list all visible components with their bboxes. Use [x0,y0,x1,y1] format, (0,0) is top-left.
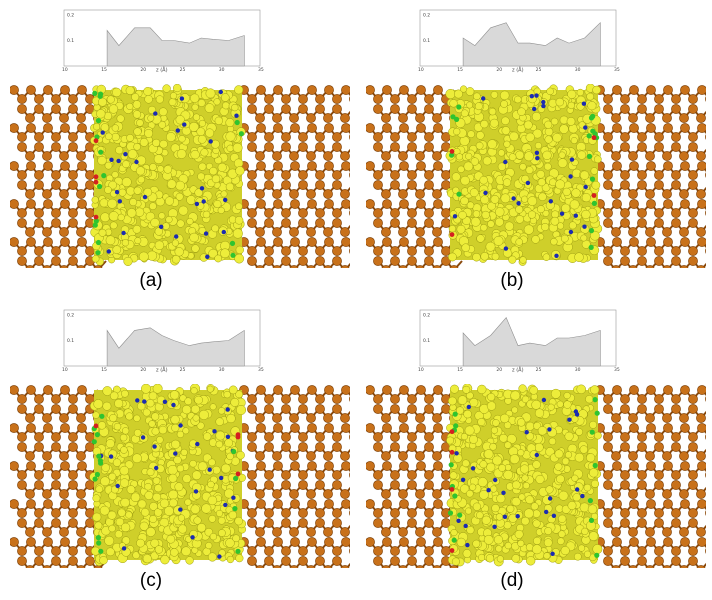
x-tick-label: 20 [496,367,502,373]
density-profile-chart: 0.2 0.1 10 15 20 25 30 35 z (Å) [418,9,620,74]
y-tick-label: 0.2 [67,13,74,19]
x-tick-label: 15 [101,367,107,373]
x-tick-label: 25 [180,367,186,373]
confined-molecules [446,384,603,567]
density-profile-chart: 0.2 0.1 10 15 20 25 30 35 z (Å) [418,309,620,374]
molecular-structure [366,384,706,568]
density-area [106,327,245,367]
right-pore-wall [239,85,350,268]
molecular-structure [10,384,350,568]
x-axis-label: z (Å) [512,367,524,374]
x-tick-label: 10 [62,67,68,73]
x-tick-label: 25 [536,367,542,373]
left-pore-wall [10,85,107,268]
heteroatoms [447,397,600,558]
panel-a: 0.2 0.1 10 15 20 25 30 35 z (Å) (a) [0,0,356,300]
x-tick-label: 20 [140,67,146,73]
y-tick-label: 0.2 [423,313,430,319]
panel-label: (b) [500,270,524,291]
x-axis-label: z (Å) [512,67,524,74]
right-pore-wall [595,385,706,568]
x-tick-label: 25 [536,67,542,73]
density-area [462,317,601,367]
x-tick-label: 35 [258,67,264,73]
heteroatoms [92,89,244,259]
panel-c: 0.2 0.1 10 15 20 25 30 35 z (Å) (c) [0,300,356,600]
y-tick-label: 0.1 [67,38,74,44]
x-axis-label: z (Å) [156,367,168,374]
x-tick-label: 10 [418,67,424,73]
x-tick-label: 35 [614,67,620,73]
x-tick-label: 10 [62,367,68,373]
x-tick-label: 20 [140,367,146,373]
x-tick-label: 30 [219,367,225,373]
x-tick-label: 15 [457,367,463,373]
x-tick-label: 20 [496,67,502,73]
confined-molecules [445,84,603,266]
density-profile-chart: 0.2 0.1 10 15 20 25 30 35 z (Å) [62,9,264,74]
panel-b: 0.2 0.1 10 15 20 25 30 35 z (Å) (b) [356,0,712,300]
x-tick-label: 15 [457,67,463,73]
heteroatoms [91,398,241,559]
x-tick-label: 30 [575,367,581,373]
y-tick-label: 0.2 [423,13,430,19]
left-pore-wall [366,385,463,568]
x-tick-label: 35 [614,367,620,373]
x-axis-label: z (Å) [156,67,168,74]
y-tick-label: 0.1 [423,38,430,44]
y-tick-label: 0.1 [423,338,430,344]
y-tick-label: 0.2 [67,313,74,319]
right-pore-wall [595,85,706,268]
confined-molecules [90,84,246,266]
x-tick-label: 30 [219,67,225,73]
panel-label: (a) [139,270,163,291]
left-pore-wall [366,85,463,268]
panel-label: (d) [500,570,524,591]
confined-molecules [89,384,247,567]
right-pore-wall [239,385,350,568]
x-tick-label: 30 [575,67,581,73]
x-tick-label: 10 [418,367,424,373]
panel-label: (c) [139,570,163,591]
density-area [462,21,601,67]
panel-d: 0.2 0.1 10 15 20 25 30 35 z (Å) (d) [356,300,712,600]
x-tick-label: 25 [180,67,186,73]
density-area [106,27,245,67]
molecular-structure [10,84,350,268]
heteroatoms [449,93,600,258]
molecular-structure [366,84,706,268]
density-profile-chart: 0.2 0.1 10 15 20 25 30 35 z (Å) [62,309,264,374]
y-tick-label: 0.1 [67,338,74,344]
x-tick-label: 15 [101,67,107,73]
x-tick-label: 35 [258,367,264,373]
